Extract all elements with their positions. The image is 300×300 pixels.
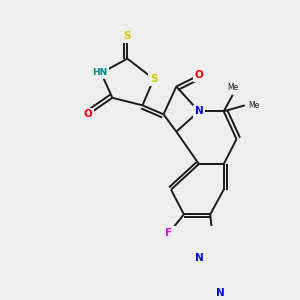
- Text: O: O: [194, 70, 203, 80]
- Text: N: N: [194, 253, 203, 263]
- Text: S: S: [124, 31, 131, 41]
- Text: S: S: [150, 74, 158, 84]
- Text: N: N: [194, 106, 203, 116]
- Text: HN: HN: [92, 68, 107, 77]
- Text: N: N: [216, 288, 224, 298]
- Text: Me: Me: [227, 83, 238, 92]
- Text: O: O: [84, 110, 93, 119]
- Text: Me: Me: [248, 101, 259, 110]
- Text: F: F: [165, 228, 172, 238]
